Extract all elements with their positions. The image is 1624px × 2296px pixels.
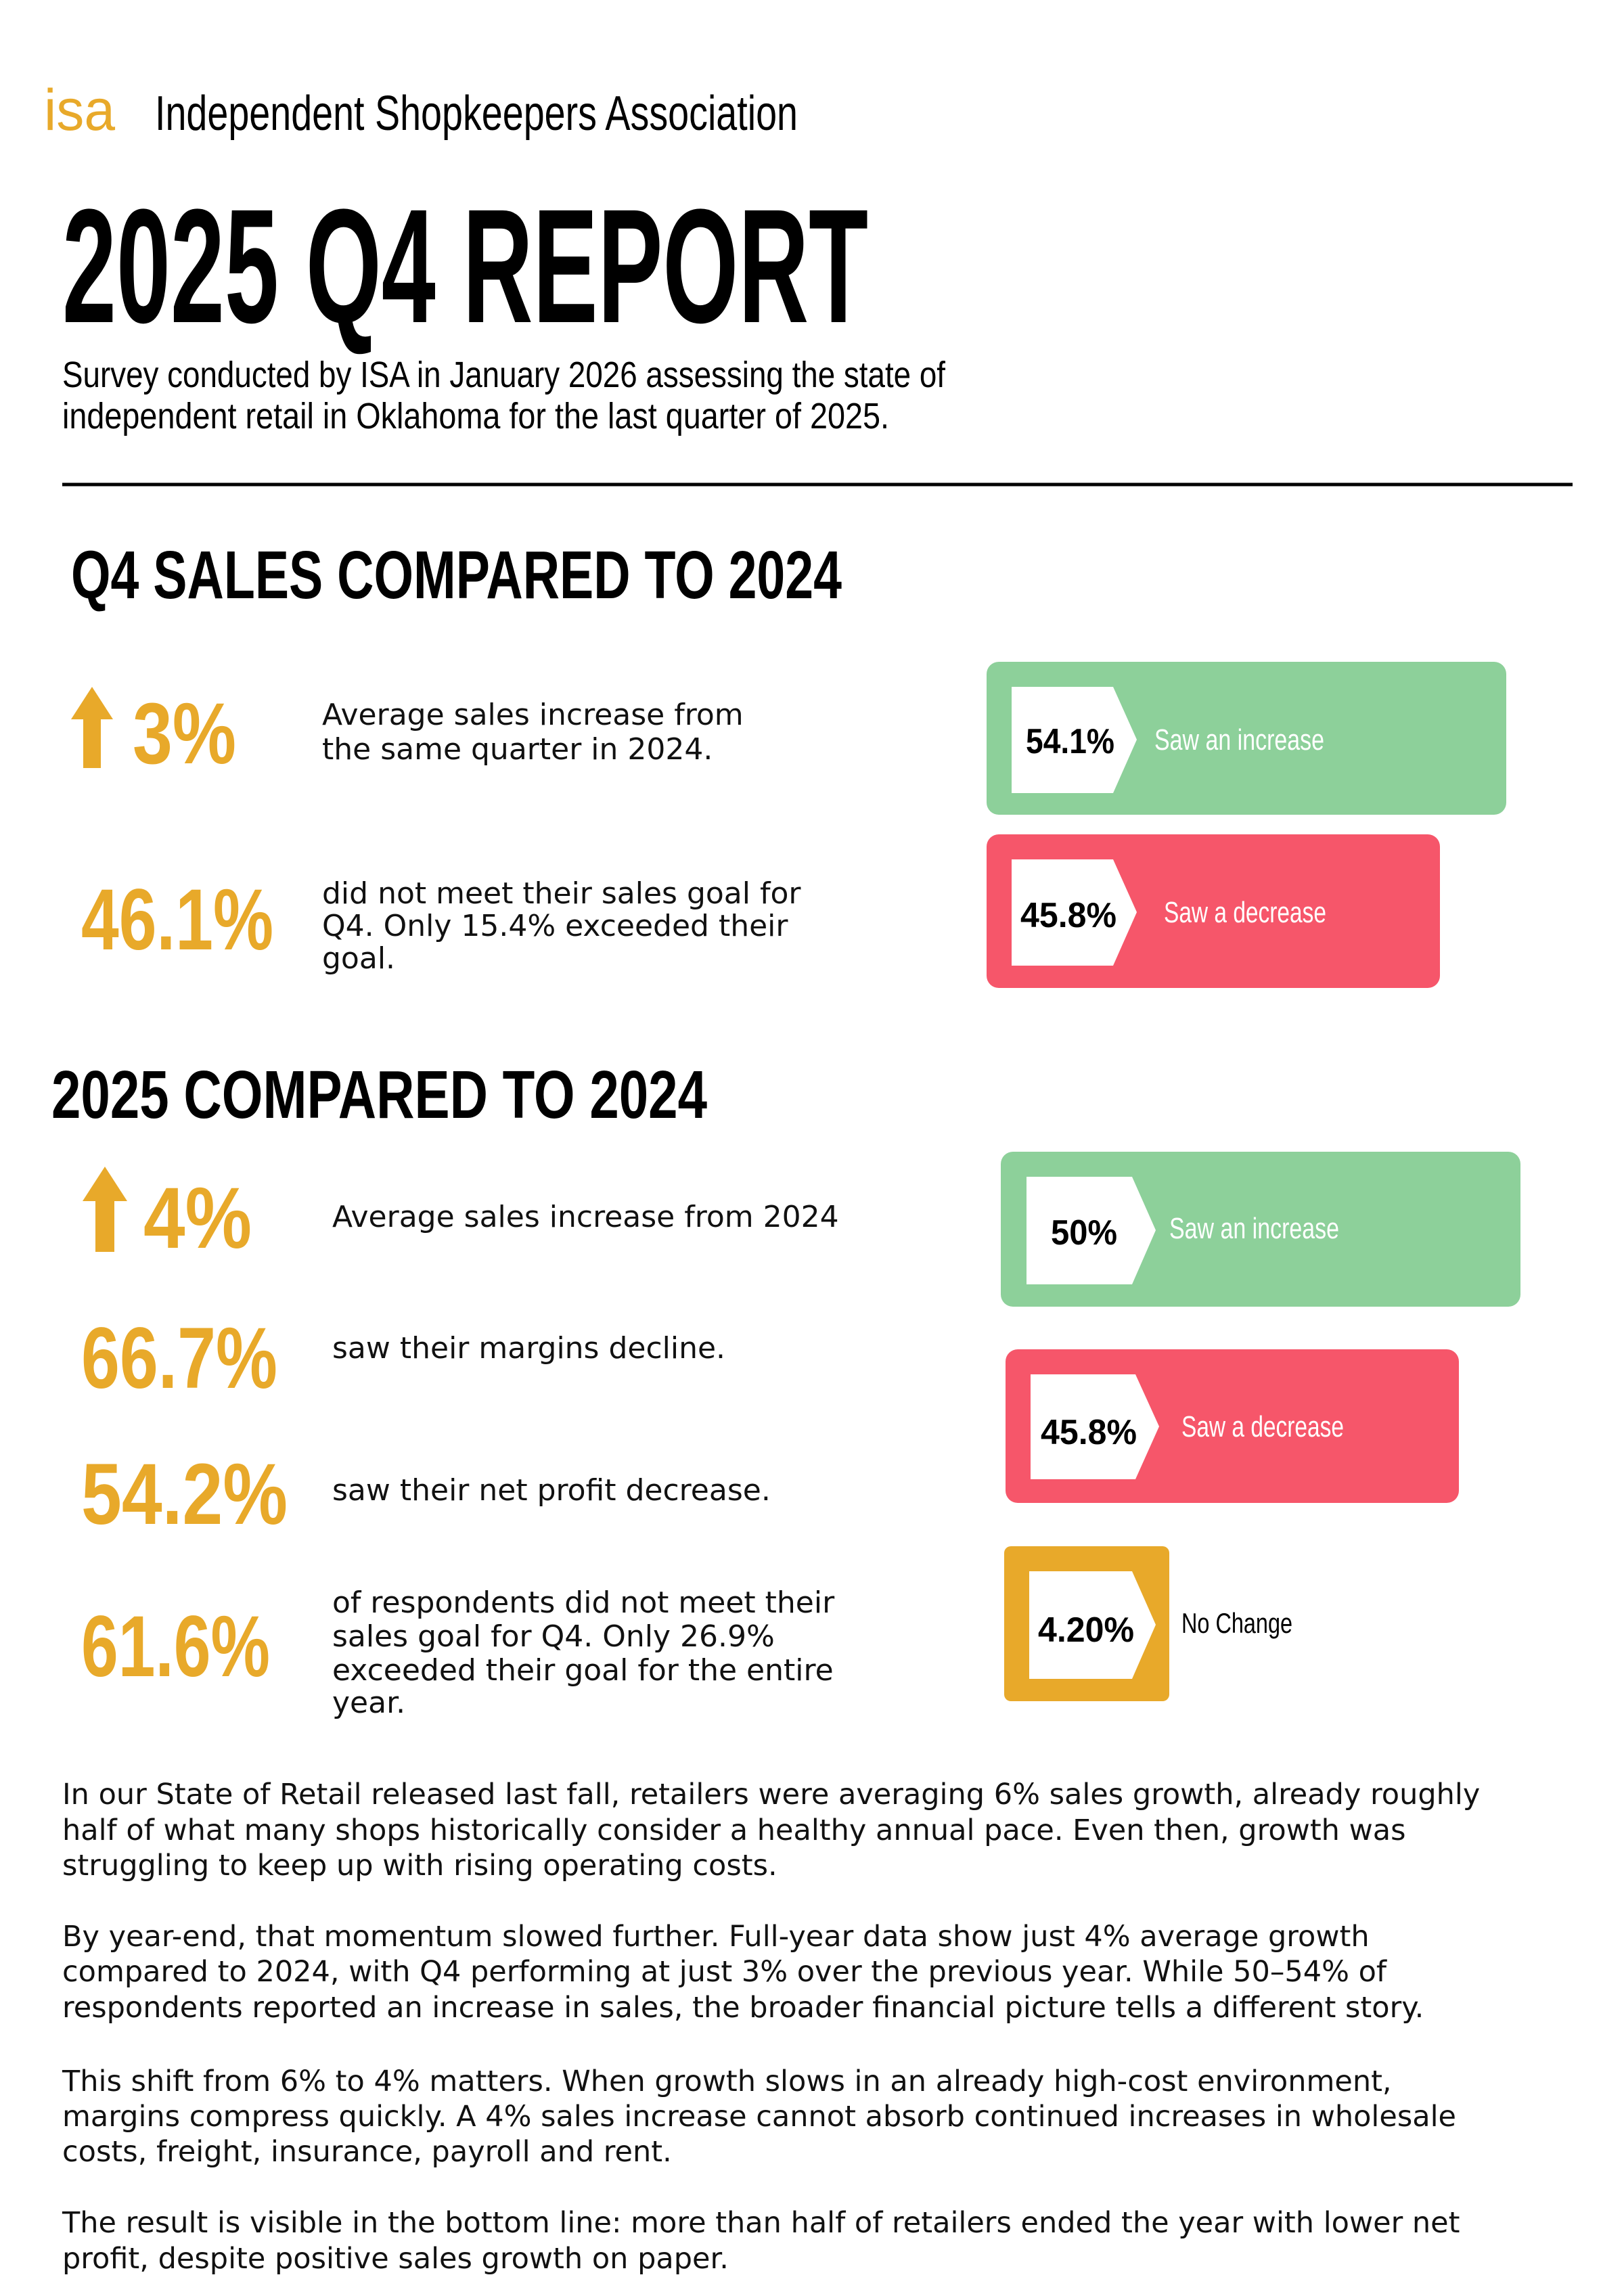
value-tag [1027, 1177, 1156, 1284]
stat-description: saw their margins decline. [332, 1331, 725, 1366]
report-title: 2025 Q4 REPORT [62, 175, 868, 357]
paragraph-line: half of what many shops historically con… [62, 1814, 1406, 1847]
paragraph-line: By year-end, that momentum slowed furthe… [62, 1920, 1370, 1954]
up-arrow [71, 687, 113, 768]
paragraph-line: The result is visible in the bottom line… [62, 2206, 1460, 2240]
stat-description: Average sales increase from 2024 [332, 1200, 839, 1234]
section-heading: 2025 COMPARED TO 2024 [51, 1057, 707, 1133]
section-heading: Q4 SALES COMPARED TO 2024 [71, 537, 842, 613]
stat-value: 61.6% [81, 1598, 270, 1695]
subtitle-line: independent retail in Oklahoma for the l… [62, 396, 889, 436]
bar-value: 45.8% [1020, 896, 1116, 935]
value-tag [1031, 1374, 1159, 1479]
bar-value: 45.8% [1041, 1413, 1137, 1452]
bar-label: Saw an increase [1154, 723, 1324, 757]
subtitle-line: Survey conducted by ISA in January 2026 … [62, 355, 946, 395]
logo: isa [44, 78, 115, 143]
stat-description: Average sales increase from [322, 698, 744, 732]
stat-description: sales goal for Q4. Only 26.9% [332, 1619, 775, 1654]
paragraph-line: This shift from 6% to 4% matters. When g… [62, 2065, 1392, 2098]
paragraph-line: compared to 2024, with Q4 performing at … [62, 1955, 1387, 1989]
stat-value: 66.7% [81, 1310, 277, 1407]
stat-value: 3% [133, 685, 236, 782]
stat-description: exceeded their goal for the entire [332, 1653, 834, 1688]
stat-value: 4% [143, 1170, 252, 1267]
stat-description: year. [332, 1686, 405, 1720]
bar-label: Saw a decrease [1164, 896, 1326, 929]
bar-label: No Change [1181, 1607, 1292, 1639]
paragraph-line: profit, despite positive sales growth on… [62, 2242, 729, 2276]
value-tag [1012, 859, 1137, 966]
bar-value: 4.20% [1038, 1611, 1134, 1650]
paragraph-line: In our State of Retail released last fal… [62, 1778, 1480, 1811]
paragraph-line: margins compress quickly. A 4% sales inc… [62, 2100, 1456, 2134]
paragraph-line: costs, freight, insurance, payroll and r… [62, 2135, 672, 2169]
bar-label: Saw an increase [1169, 1212, 1339, 1245]
paragraph-line: respondents reported an increase in sale… [62, 1991, 1424, 2025]
stat-description: of respondents did not meet their [332, 1585, 835, 1620]
value-tag [1029, 1571, 1156, 1679]
stat-description: the same quarter in 2024. [322, 732, 713, 767]
stat-description: Q4. Only 15.4% exceeded their [322, 909, 788, 943]
stat-value: 54.2% [81, 1446, 288, 1543]
stat-value: 46.1% [81, 872, 273, 968]
organization: Independent Shopkeepers Association [155, 87, 798, 141]
bar-value: 54.1% [1026, 722, 1114, 761]
stat-description: did not meet their sales goal for [322, 876, 801, 911]
bar-label: Saw a decrease [1181, 1410, 1344, 1443]
bar-value: 50% [1051, 1213, 1117, 1253]
paragraph-line: struggling to keep up with rising operat… [62, 1849, 777, 1883]
value-tag [1012, 687, 1137, 793]
stat-description: goal. [322, 941, 395, 976]
stat-description: saw their net profit decrease. [332, 1473, 771, 1508]
up-arrow [83, 1167, 127, 1252]
